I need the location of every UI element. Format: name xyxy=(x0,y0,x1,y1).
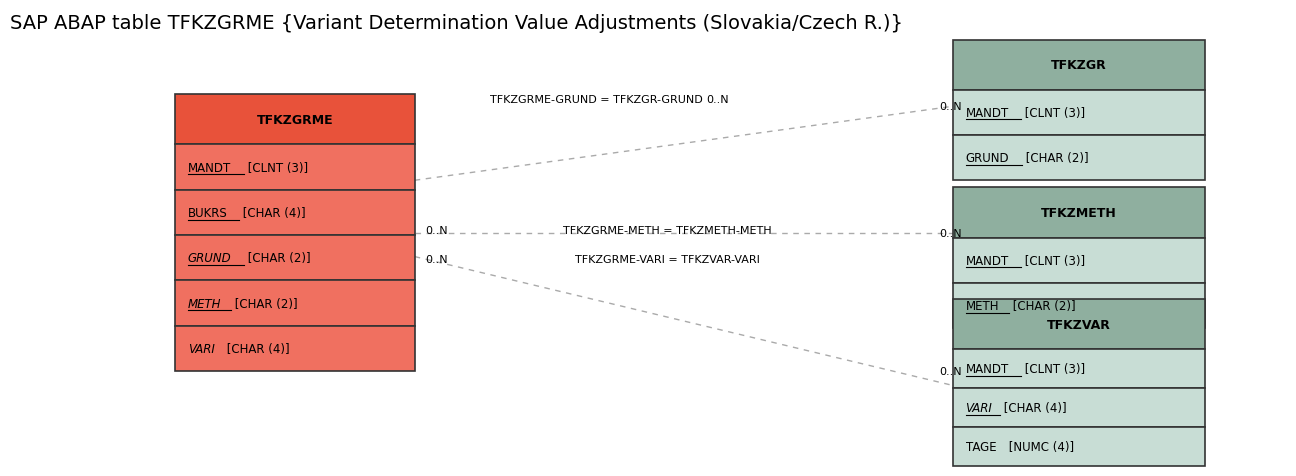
Text: [CLNT (3)]: [CLNT (3)] xyxy=(244,161,308,174)
FancyBboxPatch shape xyxy=(175,326,415,371)
Text: [NUMC (4)]: [NUMC (4)] xyxy=(1004,440,1074,454)
Text: VARI: VARI xyxy=(966,401,993,415)
Text: METH: METH xyxy=(188,297,222,310)
FancyBboxPatch shape xyxy=(175,281,415,326)
FancyBboxPatch shape xyxy=(175,95,415,145)
Text: 0..N: 0..N xyxy=(706,95,728,105)
Text: BUKRS: BUKRS xyxy=(188,207,228,219)
Text: TFKZGRME: TFKZGRME xyxy=(257,114,333,127)
FancyBboxPatch shape xyxy=(953,40,1205,90)
FancyBboxPatch shape xyxy=(953,388,1205,427)
Text: VARI: VARI xyxy=(188,342,215,355)
Text: [CHAR (2)]: [CHAR (2)] xyxy=(1021,152,1089,165)
FancyBboxPatch shape xyxy=(953,188,1205,238)
FancyBboxPatch shape xyxy=(175,145,415,190)
Text: [CHAR (4)]: [CHAR (4)] xyxy=(1001,401,1067,415)
Text: GRUND: GRUND xyxy=(188,252,232,265)
FancyBboxPatch shape xyxy=(953,283,1205,328)
Text: TFKZMETH: TFKZMETH xyxy=(1041,207,1117,219)
Text: TFKZGR: TFKZGR xyxy=(1051,59,1107,72)
Text: SAP ABAP table TFKZGRME {Variant Determination Value Adjustments (Slovakia/Czech: SAP ABAP table TFKZGRME {Variant Determi… xyxy=(10,14,903,33)
Text: TFKZGRME-METH = TFKZMETH-METH: TFKZGRME-METH = TFKZMETH-METH xyxy=(564,226,771,236)
FancyBboxPatch shape xyxy=(953,90,1205,136)
Text: MANDT: MANDT xyxy=(966,362,1008,376)
FancyBboxPatch shape xyxy=(953,136,1205,181)
Text: METH: METH xyxy=(966,299,999,312)
FancyBboxPatch shape xyxy=(953,299,1205,349)
FancyBboxPatch shape xyxy=(175,190,415,236)
Text: [CHAR (4)]: [CHAR (4)] xyxy=(240,207,306,219)
Text: TAGE: TAGE xyxy=(966,440,997,454)
Text: TFKZGRME-GRUND = TFKZGR-GRUND: TFKZGRME-GRUND = TFKZGR-GRUND xyxy=(490,95,702,105)
Text: MANDT: MANDT xyxy=(966,107,1008,119)
Text: 0..N: 0..N xyxy=(425,226,447,236)
Text: [CHAR (2)]: [CHAR (2)] xyxy=(244,252,311,265)
Text: MANDT: MANDT xyxy=(966,254,1008,267)
Text: [CHAR (4)]: [CHAR (4)] xyxy=(223,342,289,355)
FancyBboxPatch shape xyxy=(953,427,1205,466)
Text: 0..N: 0..N xyxy=(940,228,962,238)
Text: [CHAR (2)]: [CHAR (2)] xyxy=(1008,299,1076,312)
Text: [CLNT (3)]: [CLNT (3)] xyxy=(1021,107,1086,119)
Text: GRUND: GRUND xyxy=(966,152,1010,165)
FancyBboxPatch shape xyxy=(953,238,1205,283)
Text: [CLNT (3)]: [CLNT (3)] xyxy=(1021,362,1086,376)
Text: [CLNT (3)]: [CLNT (3)] xyxy=(1021,254,1086,267)
Text: MANDT: MANDT xyxy=(188,161,231,174)
FancyBboxPatch shape xyxy=(953,349,1205,388)
Text: 0..N: 0..N xyxy=(940,102,962,112)
Text: TFKZGRME-VARI = TFKZVAR-VARI: TFKZGRME-VARI = TFKZVAR-VARI xyxy=(575,255,759,264)
Text: TFKZVAR: TFKZVAR xyxy=(1047,318,1111,331)
Text: 0..N: 0..N xyxy=(425,255,447,264)
Text: 0..N: 0..N xyxy=(940,367,962,376)
FancyBboxPatch shape xyxy=(175,236,415,281)
Text: [CHAR (2)]: [CHAR (2)] xyxy=(231,297,298,310)
